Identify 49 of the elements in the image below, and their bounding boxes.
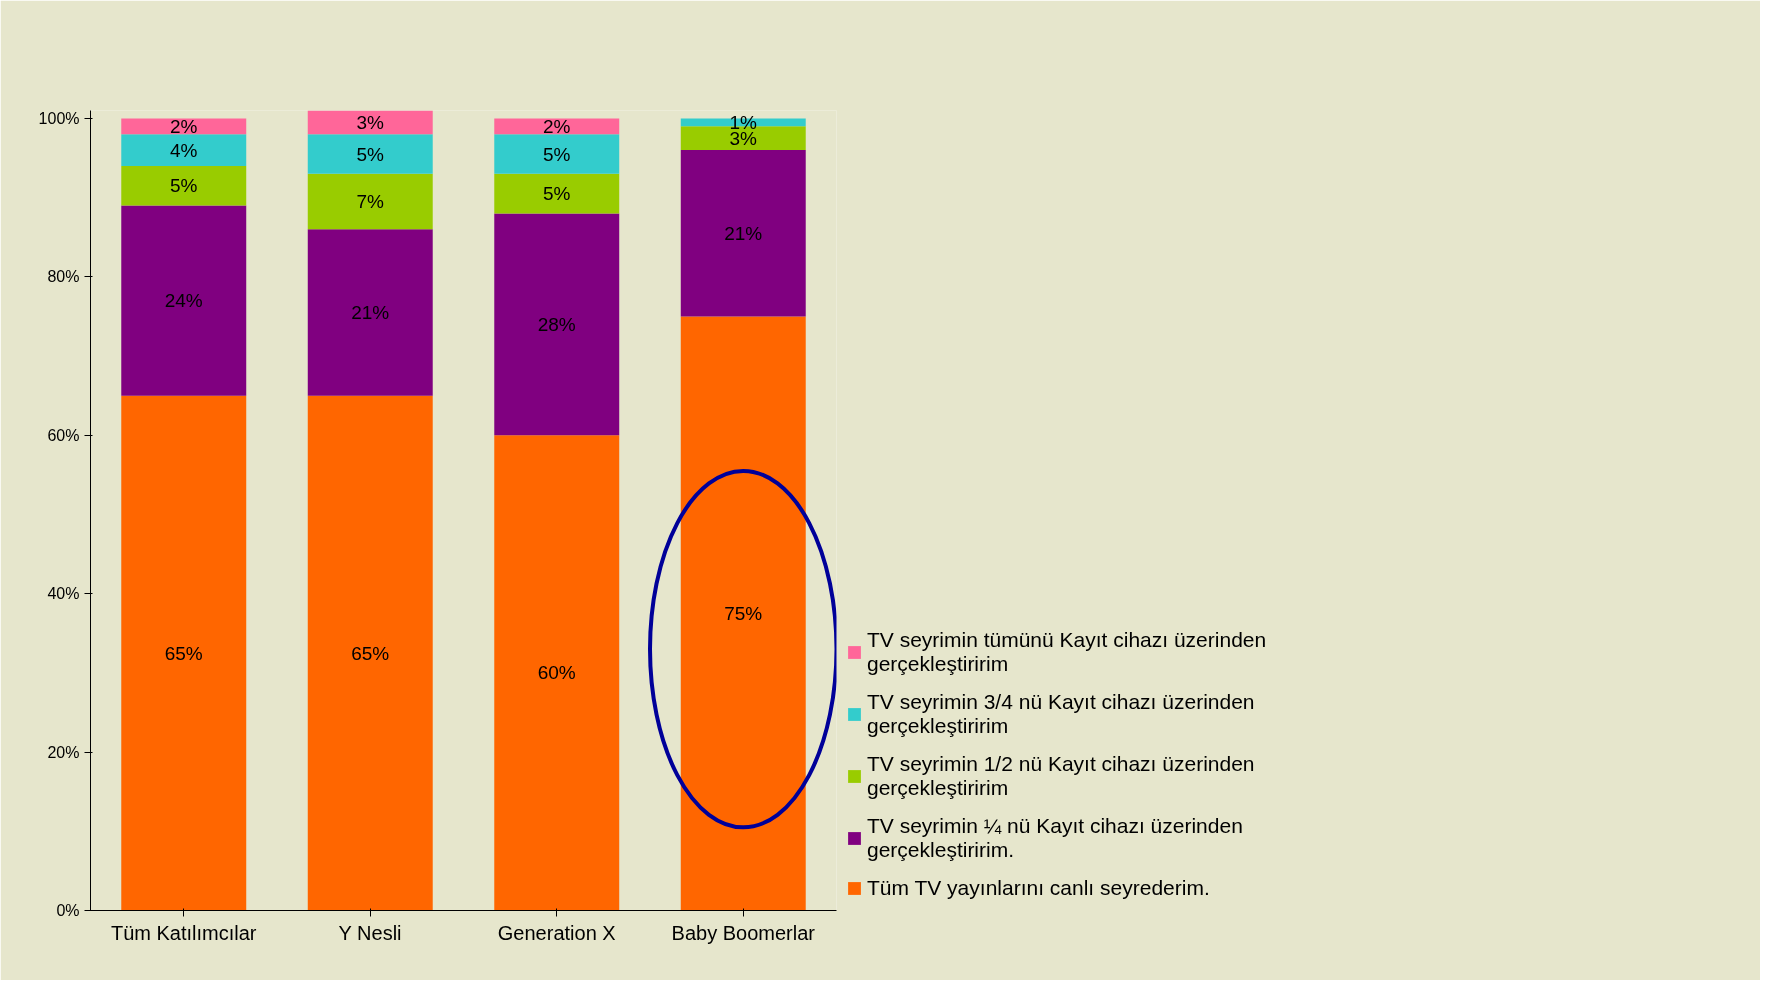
data-label: 65% xyxy=(164,642,203,664)
bar xyxy=(494,118,620,135)
bar xyxy=(307,134,433,174)
data-label: 65% xyxy=(351,642,390,664)
data-label: 75% xyxy=(724,602,763,624)
legend-label: TV seyrimin 1/2 nü Kayıt cihazı üzerinden gerçekleştiririm xyxy=(867,752,1255,800)
data-label: 5% xyxy=(543,143,571,165)
data-label: 3% xyxy=(356,111,385,133)
data-label: 2% xyxy=(543,115,571,137)
y-tick-label: 20% xyxy=(47,743,80,761)
data-label: 2% xyxy=(170,115,198,137)
y-tick-label: 100% xyxy=(38,109,80,127)
bar xyxy=(121,165,247,206)
x-tick-label: Tüm Katılımcılar xyxy=(110,921,257,944)
bar xyxy=(307,173,433,230)
legend-label: TV seyrimin 3/4 nü Kayıt cihazı üzerinden gerçekleştiririm xyxy=(867,690,1255,738)
data-label: 5% xyxy=(356,143,385,165)
bar xyxy=(494,435,620,911)
legend-label: TV seyrimin tümünü Kayıt cihazı üzerinden gerçekleştiririm xyxy=(867,628,1267,676)
bar xyxy=(121,205,247,396)
bar xyxy=(307,395,433,911)
bar xyxy=(680,118,806,127)
data-label: 5% xyxy=(170,175,198,197)
x-tick-label: Y Nesli xyxy=(338,921,402,944)
legend-label: TV seyrimin ¼ nü Kayıt cihazı üzerinden gerçekleştiririm. xyxy=(867,814,1243,862)
bar xyxy=(494,213,620,436)
bar xyxy=(121,395,247,911)
data-label: 5% xyxy=(543,183,571,205)
bar xyxy=(494,173,620,214)
bar xyxy=(121,134,247,166)
bar xyxy=(307,229,433,396)
data-label: 7% xyxy=(356,191,385,213)
data-label: 21% xyxy=(724,222,763,244)
y-tick-label: 80% xyxy=(47,268,80,286)
bar xyxy=(121,118,247,135)
data-label: 60% xyxy=(537,662,576,684)
y-tick-label: 60% xyxy=(47,426,80,444)
y-tick-label: 40% xyxy=(47,585,80,603)
bar xyxy=(307,110,433,135)
legend-label: Tüm TV yayınlarını canlı seyrederim. xyxy=(867,876,1210,900)
data-label: 28% xyxy=(537,313,576,335)
data-label: 24% xyxy=(164,290,203,312)
data-label: 21% xyxy=(351,301,390,323)
bar xyxy=(680,150,806,317)
x-tick-label: Baby Boomerlar xyxy=(671,921,816,944)
data-label: 4% xyxy=(170,139,198,161)
y-tick-label: 0% xyxy=(56,902,80,919)
bar xyxy=(494,134,620,174)
x-tick-label: Generation X xyxy=(497,921,616,944)
